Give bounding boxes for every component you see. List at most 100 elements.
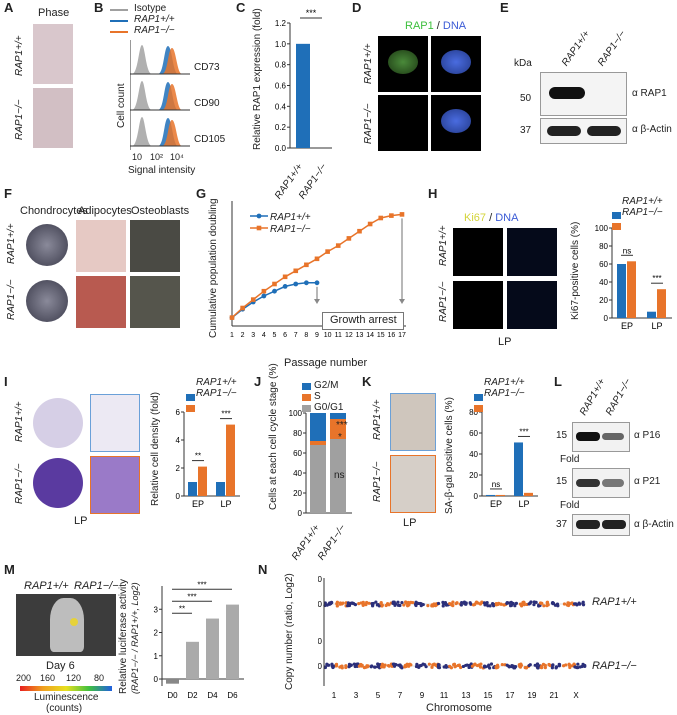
luminescence-scale-bar <box>20 686 112 691</box>
marker-cd90: CD90 <box>194 98 220 109</box>
legend-marker-ko <box>256 225 262 231</box>
sig-label: *** <box>187 592 196 601</box>
panel-h-legend-wt: RAP1+/+ <box>622 196 663 207</box>
panel-c-ylabel: Relative RAP1 expression (fold) <box>252 8 263 150</box>
cnv-point <box>562 602 567 606</box>
panel-d-row-wt: RAP1+/+ <box>363 43 374 84</box>
cnv-point <box>442 665 446 669</box>
panel-l-mw-actin: 37 <box>556 519 568 530</box>
panel-d-title: RAP1 / DNA <box>405 20 466 32</box>
bar-1-1 <box>226 424 235 496</box>
x-tick-label: 16 <box>387 332 395 339</box>
panel-l-mw-p21: 15 <box>556 476 568 487</box>
panel-label-b: B <box>94 0 104 15</box>
panel-b-tick-3: 10⁴ <box>170 152 184 162</box>
panel-label-g: G <box>196 186 207 201</box>
panel-l-col-ko: RAP1−/− <box>604 376 634 418</box>
cnv-point <box>576 665 580 670</box>
cnv-point <box>536 662 540 666</box>
panel-f-col-adipo: Adipocytes <box>78 205 132 217</box>
cnv-point <box>452 662 457 666</box>
arrowhead-wt <box>314 299 320 304</box>
panel-j-legend-g2m: G2/M <box>314 380 339 391</box>
segment-1-2 <box>330 413 346 419</box>
cnv-point <box>488 604 492 608</box>
cnv-point <box>475 663 480 668</box>
adipo-image-wt <box>76 220 126 272</box>
x-tick-label: X <box>573 691 579 700</box>
cnv-point <box>547 662 551 667</box>
x-tick-label: 3 <box>251 332 255 339</box>
panel-g-legend-wt: RAP1+/+ <box>270 212 311 223</box>
panel-g-ylabel: Cumulative population doubling <box>208 198 219 338</box>
cnv-point <box>432 603 436 607</box>
y-tick-label: 1.0 <box>275 40 287 49</box>
panel-f-col-chondro: Chondrocytes <box>20 205 88 217</box>
cnv-point <box>323 601 327 605</box>
panel-label-c: C <box>236 0 246 15</box>
cnv-point <box>521 600 525 604</box>
cnv-point <box>325 603 329 607</box>
cnv-point <box>402 603 406 607</box>
zoom-image-ko <box>90 456 140 514</box>
cnv-point <box>431 663 435 667</box>
legend-swatch-ko <box>474 405 483 412</box>
legend-swatch-ko <box>612 223 621 230</box>
cnv-point <box>338 601 343 605</box>
x-tick-label: 4 <box>262 332 266 339</box>
cnv-point <box>527 663 531 668</box>
cnv-point <box>365 665 370 669</box>
cnv-point <box>514 601 518 605</box>
cnv-point <box>553 603 557 607</box>
y-tick-label: 40 <box>293 469 302 478</box>
cnv-point <box>489 662 494 666</box>
bar-1-0 <box>216 482 225 496</box>
y-tick-label: 1.2 <box>275 19 287 28</box>
y-tick-label: 100 <box>595 224 609 233</box>
cnv-point <box>583 663 587 668</box>
cnv-point <box>369 665 373 669</box>
sig-label: *** <box>221 410 230 419</box>
panel-h-row-ko: RAP1−/− <box>438 281 449 322</box>
cnv-point <box>529 600 533 604</box>
panel-b-ylabel: Cell count <box>116 83 127 128</box>
chondro-image-ko <box>22 276 72 328</box>
y-tick-label: 0 <box>176 492 181 501</box>
cnv-point <box>505 601 509 606</box>
y-tick-label: 40 <box>469 450 478 459</box>
dish-image-ko <box>33 458 83 508</box>
if-rap1-ko <box>378 95 428 151</box>
cnv-point <box>404 600 408 604</box>
y-tick-label: 1 <box>154 652 159 661</box>
marker-cd73: CD73 <box>194 62 220 73</box>
cnv-point <box>396 600 400 604</box>
panel-f-row-wt: RAP1+/+ <box>6 223 17 264</box>
cnv-point <box>509 603 513 608</box>
panel-e-mw-50: 50 <box>520 93 532 104</box>
cnv-point <box>543 663 547 667</box>
cnv-point <box>376 662 380 666</box>
bar-0 <box>166 679 179 684</box>
cnv-point <box>573 602 577 606</box>
panel-l-ab-actin: α β-Actin <box>634 519 674 530</box>
cnv-point <box>359 601 363 605</box>
scale-unit: (counts) <box>46 703 83 714</box>
x-tick-label: 15 <box>484 691 493 700</box>
cnv-point <box>518 664 522 668</box>
x-tick-label: 15 <box>377 332 385 339</box>
panel-g-legend-ko: RAP1−/− <box>270 224 311 235</box>
segment-0-2 <box>310 413 326 441</box>
chart-g: 1 2 3 4 5 6 7 8 9 10 11 12 13 14 15 16 17 <box>229 201 406 339</box>
cnv-point <box>426 603 430 608</box>
x-tick-label: 13 <box>356 332 364 339</box>
legend-swatch-wt <box>474 394 483 401</box>
blot-actin-e <box>540 118 627 144</box>
panel-k-row-ko: RAP1−/− <box>372 461 383 502</box>
x-tick-label: 5 <box>273 332 277 339</box>
scale-120: 120 <box>66 673 82 683</box>
panel-e-kda: kDa <box>514 58 532 69</box>
legend-swatch-ko <box>186 405 195 412</box>
panel-label-e: E <box>500 0 509 15</box>
cnv-point <box>464 663 468 668</box>
panel-e-col-wt: RAP1+/+ <box>560 28 593 69</box>
